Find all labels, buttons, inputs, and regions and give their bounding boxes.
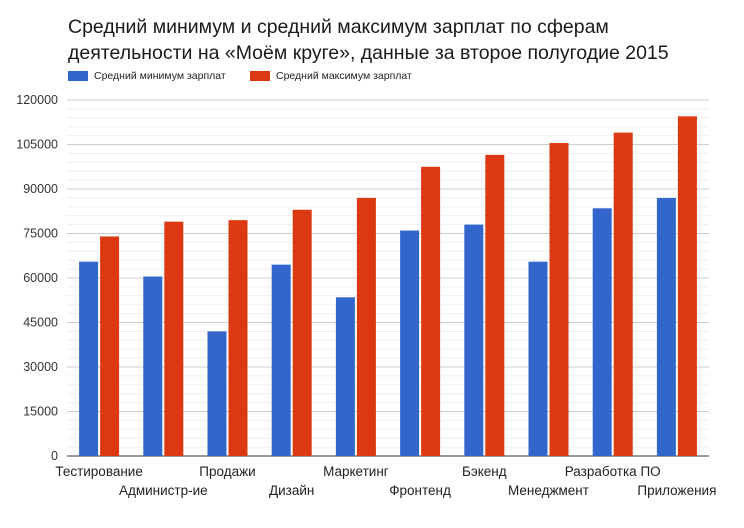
bar-max <box>228 220 248 456</box>
y-tick-label: 75000 <box>23 227 58 241</box>
bar-min <box>271 264 291 456</box>
bar-min <box>207 331 227 456</box>
legend-label-max: Средний максимум зарплат <box>276 70 412 82</box>
bar-min <box>400 230 420 456</box>
bar-max <box>677 116 697 457</box>
bar-min <box>143 276 163 456</box>
bar-min <box>464 224 484 456</box>
y-tick-label: 15000 <box>23 405 58 419</box>
legend-item-min: Средний минимум зарплат <box>68 69 226 83</box>
bar-min <box>528 261 548 456</box>
y-tick-label: 90000 <box>23 182 58 196</box>
bar-max <box>100 236 120 456</box>
bar-min <box>656 197 676 456</box>
bar-max <box>485 154 505 456</box>
chart-title-line-1: Средний минимум и средний максимум зарпл… <box>68 16 609 38</box>
x-tick-label: Продажи <box>199 464 255 479</box>
bar-max <box>356 197 376 456</box>
y-tick-label: 0 <box>51 449 58 463</box>
x-tick-label: Разработка ПО <box>565 464 661 479</box>
bar-min <box>592 208 612 456</box>
bar-max <box>549 143 569 456</box>
y-tick-label: 60000 <box>23 271 58 285</box>
bar-max <box>292 209 312 456</box>
bar-min <box>79 261 99 456</box>
bar-max <box>164 221 184 456</box>
legend-swatch-max <box>250 71 270 81</box>
x-tick-label: Тестирование <box>55 464 143 479</box>
x-tick-label: Менеджмент <box>508 483 589 498</box>
legend-label-min: Средний минимум зарплат <box>94 70 226 82</box>
bar-max <box>613 132 633 456</box>
x-tick-label: Приложения <box>637 483 716 498</box>
y-tick-label: 105000 <box>16 138 58 152</box>
y-tick-label: 30000 <box>23 360 58 374</box>
x-tick-label: Бэкенд <box>462 464 507 479</box>
legend-item-max: Средний максимум зарплат <box>250 69 412 83</box>
chart-title-line-2: деятельности на «Моём круге», данные за … <box>68 42 669 64</box>
legend-swatch-min <box>68 71 88 81</box>
x-tick-label: Администр-ие <box>119 483 208 498</box>
bar-min <box>335 297 355 456</box>
y-tick-label: 45000 <box>23 316 58 330</box>
bar-max <box>421 166 441 456</box>
y-tick-label: 120000 <box>16 93 58 107</box>
x-tick-label: Фронтенд <box>389 483 451 498</box>
x-tick-label: Дизайн <box>269 483 314 498</box>
x-tick-label: Маркетинг <box>323 464 389 479</box>
